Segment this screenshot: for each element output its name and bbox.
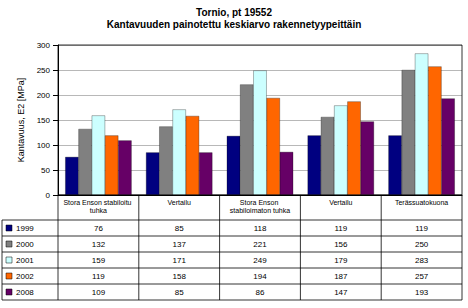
svg-text:Vertailu: Vertailu [329,199,352,206]
svg-text:257: 257 [415,272,429,281]
svg-text:283: 283 [415,256,429,265]
svg-text:147: 147 [334,288,348,297]
svg-text:Stora Enson stabiloitu: Stora Enson stabiloitu [63,199,133,206]
svg-text:187: 187 [334,272,348,281]
svg-text:50: 50 [41,166,50,175]
svg-text:2008: 2008 [16,288,34,297]
svg-text:1999: 1999 [16,224,34,233]
svg-text:76: 76 [94,224,103,233]
svg-text:179: 179 [334,256,348,265]
svg-text:86: 86 [256,288,265,297]
svg-text:2002: 2002 [16,272,34,281]
svg-text:119: 119 [92,272,105,281]
svg-text:85: 85 [175,224,184,233]
svg-text:109: 109 [92,288,106,297]
svg-text:2001: 2001 [16,256,34,265]
svg-text:Tornio, pt 19552: Tornio, pt 19552 [196,7,272,18]
svg-text:137: 137 [173,240,187,249]
svg-text:221: 221 [253,240,267,249]
svg-text:tuhka: tuhka [90,207,107,214]
svg-text:stabiloimaton tuhka: stabiloimaton tuhka [230,207,290,214]
svg-text:Terässuatokuona: Terässuatokuona [395,199,448,206]
svg-text:158: 158 [173,272,187,281]
svg-text:156: 156 [334,240,348,249]
svg-text:Kantavuus, E2 [MPa]: Kantavuus, E2 [MPa] [16,78,26,163]
svg-text:194: 194 [253,272,267,281]
svg-text:Stora Enson: Stora Enson [240,199,280,206]
svg-text:300: 300 [37,41,51,50]
svg-text:85: 85 [175,288,184,297]
svg-text:249: 249 [253,256,267,265]
svg-text:119: 119 [415,224,428,233]
svg-text:Vertailu: Vertailu [168,199,191,206]
svg-text:171: 171 [173,256,187,265]
svg-text:250: 250 [37,66,51,75]
svg-text:250: 250 [415,240,429,249]
svg-text:132: 132 [92,240,106,249]
svg-text:200: 200 [37,91,51,100]
svg-text:100: 100 [37,141,51,150]
svg-text:193: 193 [415,288,429,297]
svg-text:2000: 2000 [16,240,34,249]
svg-text:118: 118 [254,224,267,233]
svg-text:150: 150 [37,116,51,125]
svg-text:119: 119 [334,224,347,233]
svg-text:0: 0 [46,191,51,200]
svg-text:159: 159 [92,256,106,265]
svg-text:Kantavuuden painotettu keskiar: Kantavuuden painotettu keskiarvo rakenne… [107,19,362,30]
